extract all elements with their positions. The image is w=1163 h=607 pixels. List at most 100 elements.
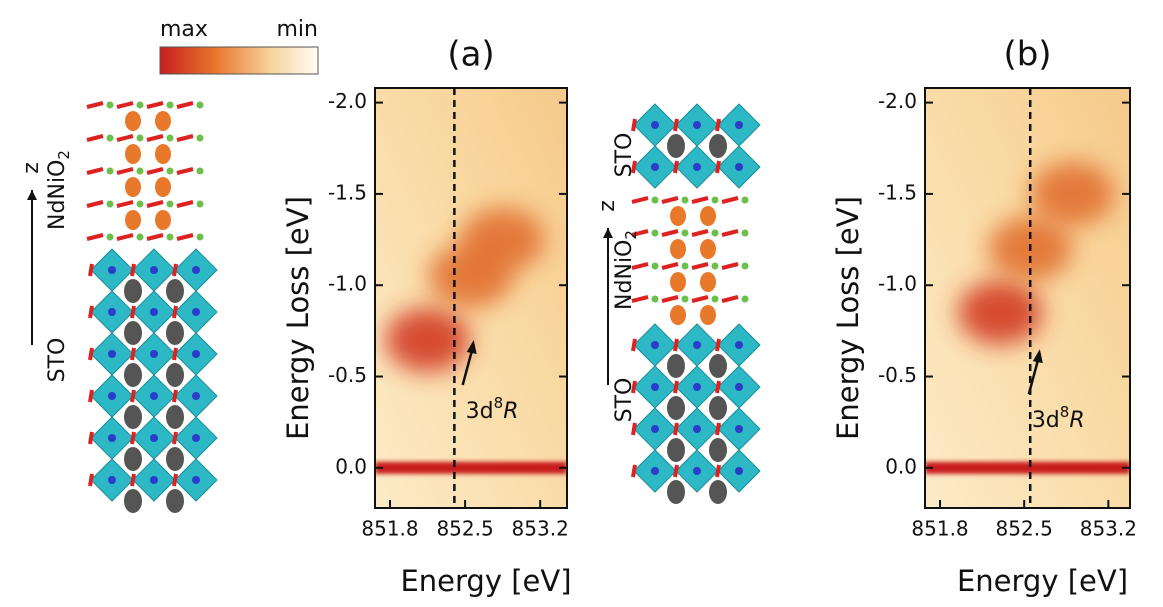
ti-atom [108,350,116,358]
bond [715,464,721,478]
bond [88,389,94,403]
annotation: 3d8R [466,394,519,425]
ti-atom [735,163,743,171]
ti-atom [693,383,701,391]
bond [176,167,194,175]
bond [176,200,194,208]
colorbar-max: max [160,17,208,42]
sr-atom [166,279,184,303]
bond [631,229,649,237]
ti-atom [150,392,158,400]
bond [673,160,679,174]
y-tick-label: -1.5 [878,180,917,204]
ti-atom [108,392,116,400]
ti-atom [735,341,743,349]
ti-atom [192,308,200,316]
bond [691,229,709,237]
ni-atom [681,196,689,204]
plot-frame [374,87,568,509]
bond [146,233,164,241]
label-text: STO [612,133,637,178]
x-axis-label: Energy [eV] [957,564,1128,598]
ni-atom [711,295,719,303]
bond [661,229,679,237]
structure-label: NdNiO2 [45,150,73,230]
nd-atom [670,239,686,259]
sr-atom [166,447,184,471]
bond [172,305,178,319]
ni-atom [741,262,749,270]
ti-atom [735,121,743,129]
bond [715,160,721,174]
bond [86,200,104,208]
intensity-feature [460,207,545,272]
ti-atom [651,121,659,129]
bond [661,262,679,270]
structure-label: STO [612,133,637,178]
ti-atom [651,163,659,171]
ni-atom [196,200,204,208]
ni-atom [136,167,144,175]
annotation: 3d8R [1032,403,1085,434]
nd-atom [155,111,171,131]
bond [673,380,679,394]
bond [721,196,739,204]
ti-atom [651,425,659,433]
bond [88,263,94,277]
bond [721,295,739,303]
arrow-head [466,340,477,354]
intensity-feature [1030,161,1115,226]
ti-atom [693,163,701,171]
ti-atom [192,392,200,400]
y-tick-label: 0.0 [335,454,367,478]
bond [88,305,94,319]
panel-label: (a) [447,35,494,75]
ti-atom [192,476,200,484]
bond [176,233,194,241]
y-tick-label: -1.0 [878,272,917,296]
heatmap [925,88,1130,508]
y-tick-label: -0.5 [878,363,917,387]
heatmap [375,88,567,508]
ni-atom [196,167,204,175]
sr-atom [166,489,184,513]
bond [130,263,136,277]
y-tick-label: -0.5 [328,363,367,387]
sr-atom [124,489,142,513]
ni-atom [196,101,204,109]
bond [661,295,679,303]
ni-atom [166,233,174,241]
bond [631,338,637,352]
nd-atom [155,210,171,230]
ni-atom [741,196,749,204]
bond [172,389,178,403]
label-sub: 2 [55,150,73,160]
nd-atom [700,305,716,325]
ni-atom [106,101,114,109]
ni-atom [711,196,719,204]
ti-atom [693,121,701,129]
sr-atom [124,279,142,303]
bond [146,101,164,109]
x-tick-label: 851.8 [911,517,968,541]
ti-atom [108,266,116,274]
ti-atom [735,383,743,391]
ni-atom [106,134,114,142]
sr-atom [709,134,727,158]
bond [715,380,721,394]
nd-atom [700,239,716,259]
z-arrow [27,190,37,200]
label-sub: 2 [622,230,640,240]
bond [116,134,134,142]
ti-atom [150,308,158,316]
bond [86,134,104,142]
bond [721,229,739,237]
bond [691,295,709,303]
nd-atom [125,210,141,230]
ni-atom [106,233,114,241]
ti-atom [192,350,200,358]
x-tick-label: 852.5 [436,517,493,541]
intensity-feature [958,280,1043,345]
bond [721,262,739,270]
annotation-italic: R [1069,408,1084,433]
